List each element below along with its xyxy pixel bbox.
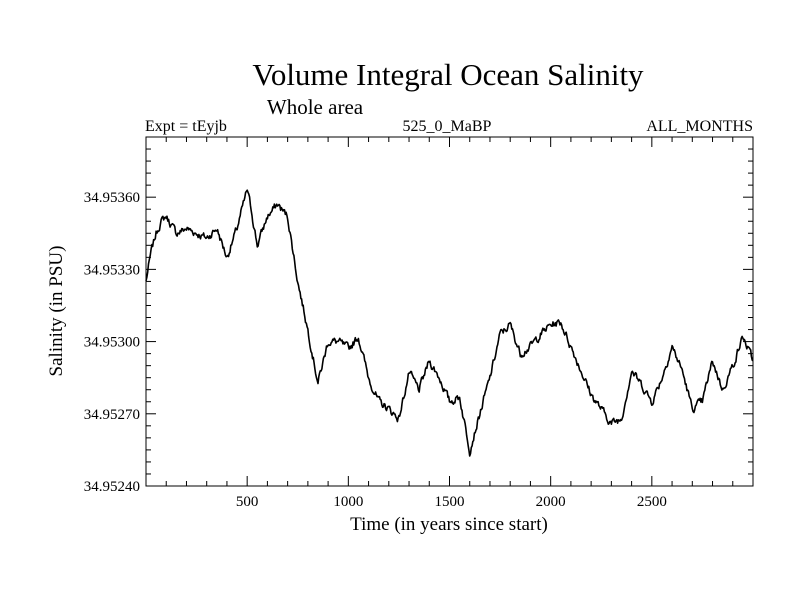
y-tick-label: 34.95270 <box>84 407 140 423</box>
chart-title: Volume Integral Ocean Salinity <box>252 57 644 92</box>
y-axis-tick-labels: 34.95240 34.95270 34.95300 34.95330 34.95360 <box>84 190 140 495</box>
x-axis-tick-labels: 500 1000 1500 2000 2500 <box>236 494 667 510</box>
x-axis-label: Time (in years since start) <box>350 514 548 535</box>
y-tick-label: 34.95330 <box>84 262 140 278</box>
x-axis-ticks <box>165 137 734 486</box>
experiment-label: Expt = tEyjb <box>145 118 227 135</box>
x-tick-label: 500 <box>236 494 259 510</box>
chart-subtitle: Whole area <box>267 95 364 119</box>
months-label: ALL_MONTHS <box>646 118 753 135</box>
y-tick-label: 34.95360 <box>84 190 140 206</box>
x-tick-label: 1000 <box>333 494 363 510</box>
y-tick-label: 34.95300 <box>84 335 140 351</box>
y-tick-label: 34.95240 <box>84 479 140 495</box>
x-tick-label: 2500 <box>637 494 667 510</box>
salinity-series-line <box>145 189 754 457</box>
x-tick-label: 1500 <box>435 494 465 510</box>
period-label: 525_0_MaBP <box>403 118 492 135</box>
x-tick-label: 2000 <box>536 494 566 510</box>
y-axis-label: Salinity (in PSU) <box>46 246 67 377</box>
